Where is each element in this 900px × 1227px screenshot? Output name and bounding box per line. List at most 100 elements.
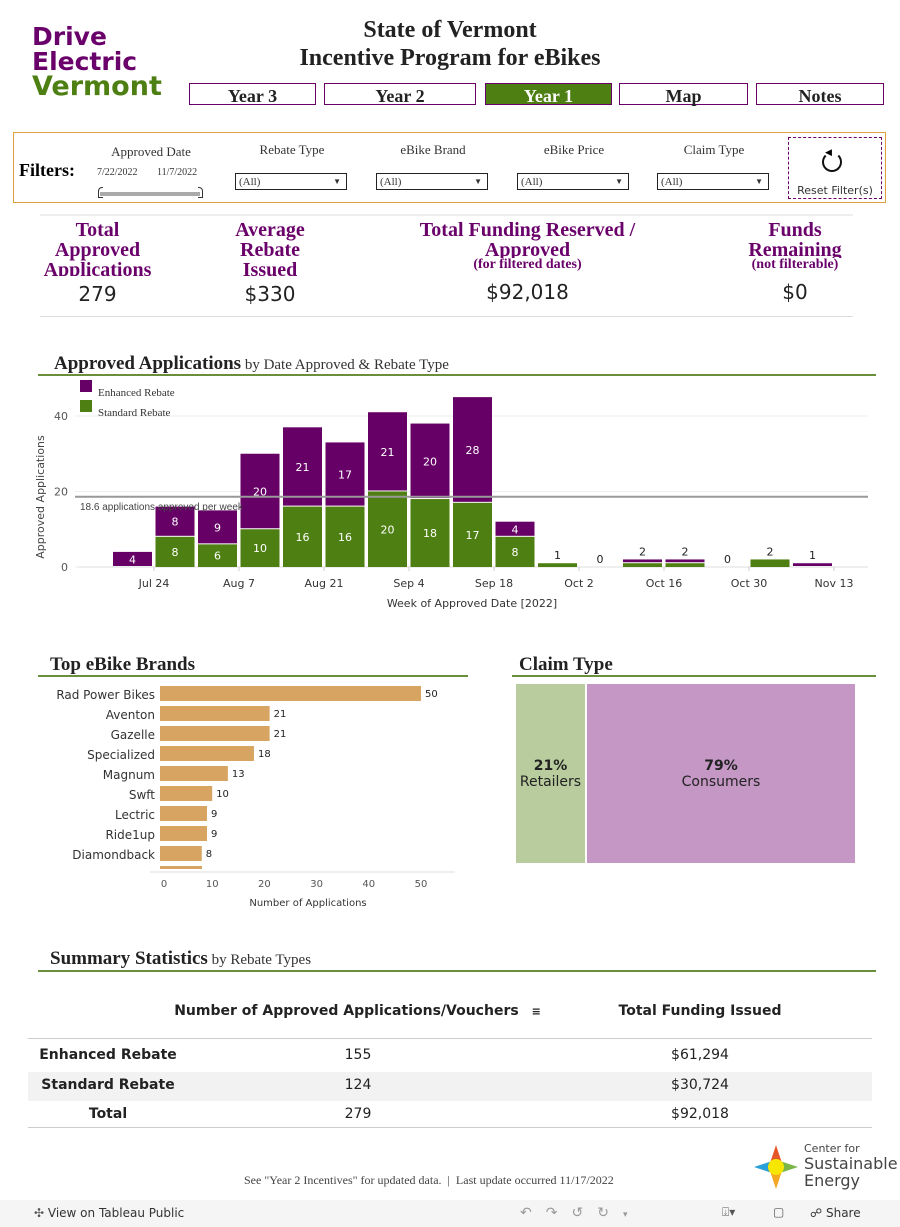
pause-icon[interactable]: ▾ (622, 1210, 642, 1220)
bar-total-label: 2 (767, 545, 774, 558)
bar-enhanced (623, 559, 662, 563)
brand-value-label: 21 (274, 729, 287, 740)
redo-icon[interactable]: ↷ (545, 1205, 572, 1221)
kpi-value: $330 (244, 282, 296, 306)
filter-dropdown[interactable]: (All) ▼ (517, 173, 629, 190)
brand-value-label: 8 (206, 849, 212, 860)
bar-label-standard: 17 (466, 529, 480, 542)
sort-icon[interactable]: ≡ (531, 1005, 541, 1018)
kpi-card: Total Funding Reserved / Approved (for f… (419, 220, 636, 272)
filter-label: eBike Price (543, 142, 605, 157)
filters-label: Filters: (19, 160, 75, 180)
tab-year-2[interactable]: Year 2 (324, 83, 476, 106)
filters-panel: Filters: Approved Date 7/22/2022 11/7/20… (13, 132, 886, 203)
bar-enhanced (283, 427, 322, 506)
brand-value-label: 13 (232, 769, 245, 780)
share-icon: ☍ (810, 1206, 823, 1220)
table-row: Total 279 $92,018 (88, 1106, 729, 1122)
column-header-count[interactable]: Number of Approved Applications/Vouchers… (174, 1003, 541, 1019)
undo-icon[interactable]: ↶ (520, 1205, 546, 1221)
kpi-value: $0 (782, 280, 808, 304)
brand-bar (160, 846, 202, 861)
bar-label-enhanced: 17 (338, 469, 352, 482)
date-range-slider[interactable] (100, 192, 200, 196)
dropdown-arrow-icon: ▼ (474, 177, 482, 186)
bar-standard (623, 563, 662, 567)
brand-label: Swft (129, 788, 155, 802)
kpi-card: Funds Remaining (not filterable) (748, 220, 842, 272)
bar-label-enhanced: 20 (253, 486, 267, 499)
tab-year-3[interactable]: Year 3 (189, 83, 316, 106)
brand-bar (160, 706, 270, 721)
brand-label: Magnum (103, 768, 155, 782)
filter-dropdown[interactable]: (All) ▼ (376, 173, 488, 190)
brand-value-label: 10 (216, 789, 229, 800)
fullscreen-icon[interactable]: ▢ (773, 1205, 785, 1219)
bar-enhanced (665, 559, 705, 563)
brand-value-label: 9 (211, 829, 217, 840)
view-on-tableau-link[interactable]: ✣ View on Tableau Public (34, 1206, 185, 1220)
tab-year-1[interactable]: Year 1 (485, 83, 612, 106)
brand-bar (160, 686, 421, 701)
bar-standard (325, 506, 365, 567)
bar-standard (240, 529, 280, 567)
reference-line-label: 18.6 applications approved per week (80, 502, 244, 513)
filter-dropdown[interactable]: (All) ▼ (657, 173, 769, 190)
treemap-retailers[interactable]: 21% Retailers (516, 684, 585, 863)
y-tick-label: 0 (61, 561, 68, 574)
reset-filters-button[interactable]: ◀ Reset Filter(s) (788, 137, 882, 199)
bar-label-enhanced: 28 (466, 444, 480, 457)
brand-bar (160, 806, 207, 821)
x-tick-label: 10 (206, 879, 219, 890)
kpi-value: $92,018 (486, 280, 569, 304)
x-tick-label: Aug 7 (223, 577, 255, 590)
revert-icon[interactable]: ↺ (571, 1205, 598, 1221)
bar-standard (495, 536, 535, 567)
legend-label: Enhanced Rebate (98, 387, 175, 399)
y-tick-label: 20 (54, 486, 68, 499)
bar-standard (750, 559, 790, 567)
tab-notes[interactable]: Notes (756, 83, 884, 106)
dropdown-arrow-icon: ▼ (333, 177, 341, 186)
x-tick-label: 0 (161, 879, 167, 890)
kpi-card: Average Rebate Issued (235, 220, 305, 276)
bar-label-standard: 8 (512, 546, 519, 559)
slider-handle-end[interactable] (198, 187, 203, 198)
x-axis-title: Number of Applications (249, 898, 366, 909)
tab-map[interactable]: Map (619, 83, 748, 106)
share-button[interactable]: ☍ Share (810, 1206, 861, 1220)
filter-label: Rebate Type (259, 142, 325, 157)
bar-standard (368, 491, 407, 567)
brand-bar (160, 826, 207, 841)
slider-handle-start[interactable] (98, 187, 103, 198)
bar-total-label: 0 (724, 553, 731, 566)
treemap-consumers[interactable]: 79% Consumers (587, 684, 855, 863)
x-tick-label: Sep 4 (393, 577, 424, 590)
bar-enhanced (793, 563, 832, 566)
x-tick-label: 30 (310, 879, 323, 890)
refresh-icon[interactable]: ↻ (597, 1205, 623, 1221)
table-row: Enhanced Rebate 155 $61,294 (39, 1047, 729, 1063)
bar-label-enhanced: 8 (172, 516, 179, 529)
date-start: 7/22/2022 (97, 167, 138, 178)
column-header-funding[interactable]: Total Funding Issued (618, 1003, 782, 1019)
bar-label-standard: 6 (214, 550, 221, 563)
brand-label: Gazelle (111, 728, 155, 742)
x-tick-label: Aug 21 (305, 577, 344, 590)
bar-label-standard: 16 (296, 531, 310, 544)
filter-dropdown[interactable]: (All) ▼ (235, 173, 347, 190)
page-title: State of Vermont Incentive Program for e… (299, 17, 601, 71)
top-brands-title: Top eBike Brands (50, 654, 196, 675)
legend-swatch (80, 400, 92, 412)
filter-label: eBike Brand (400, 142, 466, 157)
brand-value-label: 50 (425, 689, 438, 700)
approved-date-label: Approved Date (111, 144, 191, 159)
bar-standard (283, 506, 322, 567)
x-tick-label: Jul 24 (138, 577, 170, 590)
tableau-toolbar: ✣ View on Tableau Public ↶↷↺↻▾ ⍗▾ ▢ ☍ Sh… (0, 1200, 900, 1227)
brand-label: Lectric (115, 808, 155, 822)
download-icon[interactable]: ⍗▾ (722, 1205, 736, 1219)
brand-bar (160, 766, 228, 781)
drive-electric-vermont-logo: Drive Electric Vermont (32, 22, 162, 102)
